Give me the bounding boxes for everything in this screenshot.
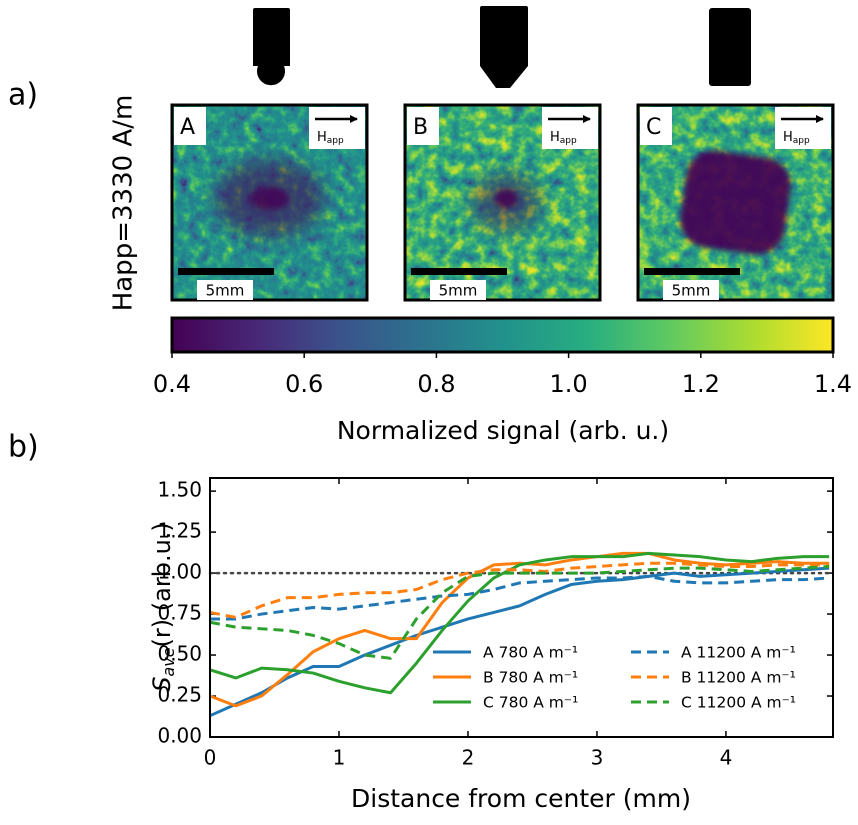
field-symbol: H — [550, 130, 560, 145]
field-symbol: H — [783, 130, 793, 145]
field-label: Happ — [783, 130, 810, 146]
series-line — [209, 551, 830, 708]
panel-letter: C — [646, 115, 661, 140]
y-axis-text: (r) (arb.u.) — [148, 522, 176, 647]
y-tick-label: 0.00 — [157, 724, 202, 748]
tip-rounded — [251, 8, 290, 86]
panel-border — [403, 103, 602, 302]
field-map-panel: A Happ 5mm — [170, 103, 369, 302]
legend-label: A 11200 A m⁻¹ — [681, 644, 796, 662]
x-tick-label: 0 — [204, 746, 217, 770]
plot-frame — [209, 477, 834, 738]
colorbar-tick-label: 1.2 — [682, 370, 720, 398]
colorbar-tick-label: 0.4 — [153, 370, 191, 398]
y-tick-label: 1.25 — [157, 519, 202, 543]
field-label: Happ — [550, 130, 577, 146]
tip-flat — [709, 8, 751, 86]
scale-bar — [178, 268, 274, 275]
y-axis-label: Save(r) (arb.u.) — [148, 522, 178, 692]
legend-label: C 11200 A m⁻¹ — [681, 694, 796, 712]
panel-letter: B — [413, 115, 428, 140]
panel-label: a) — [8, 78, 38, 113]
colorbar-label: Normalized signal (arb. u.) — [337, 416, 669, 445]
legend-label: B 780 A m⁻¹ — [483, 669, 578, 687]
colorbar-tick-label: 1.0 — [550, 370, 588, 398]
panel-letter: A — [180, 115, 195, 140]
scale-box — [663, 280, 719, 300]
field-box — [542, 107, 598, 149]
series-line — [209, 566, 830, 718]
field-subscript: app — [560, 136, 577, 146]
y-tick-label: 1.50 — [157, 478, 202, 502]
y-tick-label: 0.25 — [157, 683, 202, 707]
legend-label: A 780 A m⁻¹ — [483, 644, 578, 662]
dark-region — [250, 186, 289, 211]
y-axis-symbol: S — [148, 677, 176, 692]
y-tick-label: 0.50 — [157, 642, 202, 666]
x-axis-label: Distance from center (mm) — [351, 784, 691, 813]
scale-label: 5mm — [672, 282, 711, 300]
label-box — [174, 107, 206, 145]
panel-label: b) — [8, 430, 39, 465]
field-box — [775, 107, 831, 149]
y-tick-label: 0.75 — [157, 601, 202, 625]
legend-label: B 11200 A m⁻¹ — [681, 669, 796, 687]
colorbar-tick-label: 0.8 — [417, 370, 455, 398]
panel-border — [636, 103, 835, 302]
panel-border — [170, 103, 369, 302]
colorbar-tick-label: 0.6 — [285, 370, 323, 398]
scale-label: 5mm — [206, 282, 245, 300]
tip-icons — [251, 6, 751, 88]
label-box — [407, 107, 439, 145]
x-tick-label: 1 — [333, 746, 346, 770]
dark-region — [680, 150, 791, 255]
colorbar-tick-label: 1.4 — [814, 370, 852, 398]
tip-pointed — [480, 6, 528, 88]
scale-label: 5mm — [439, 282, 478, 300]
field-symbol: H — [317, 130, 327, 145]
label-box — [640, 107, 672, 145]
scale-box — [197, 280, 253, 300]
colorbar — [170, 316, 835, 354]
dark-region — [494, 188, 519, 209]
scale-bar — [644, 268, 740, 275]
scale-box — [430, 280, 486, 300]
series-line — [209, 565, 830, 660]
y-axis-label: Happ=3330 A/m — [109, 95, 139, 312]
field-subscript: app — [793, 136, 810, 146]
x-tick-label: 2 — [462, 746, 475, 770]
series-line — [210, 574, 830, 621]
field-box — [309, 107, 365, 149]
field-map-panel: B Happ 5mm — [403, 103, 602, 302]
field-label: Happ — [317, 130, 344, 146]
y-axis-subscript: ave — [159, 647, 178, 676]
x-tick-label: 3 — [591, 746, 604, 770]
y-tick-label: 1.00 — [157, 560, 202, 584]
series-line — [209, 551, 830, 695]
scale-bar — [411, 268, 507, 275]
legend-label: C 780 A m⁻¹ — [483, 694, 578, 712]
field-subscript: app — [327, 136, 344, 146]
field-map-panel: C Happ 5mm — [636, 103, 835, 302]
x-tick-label: 4 — [720, 746, 733, 770]
